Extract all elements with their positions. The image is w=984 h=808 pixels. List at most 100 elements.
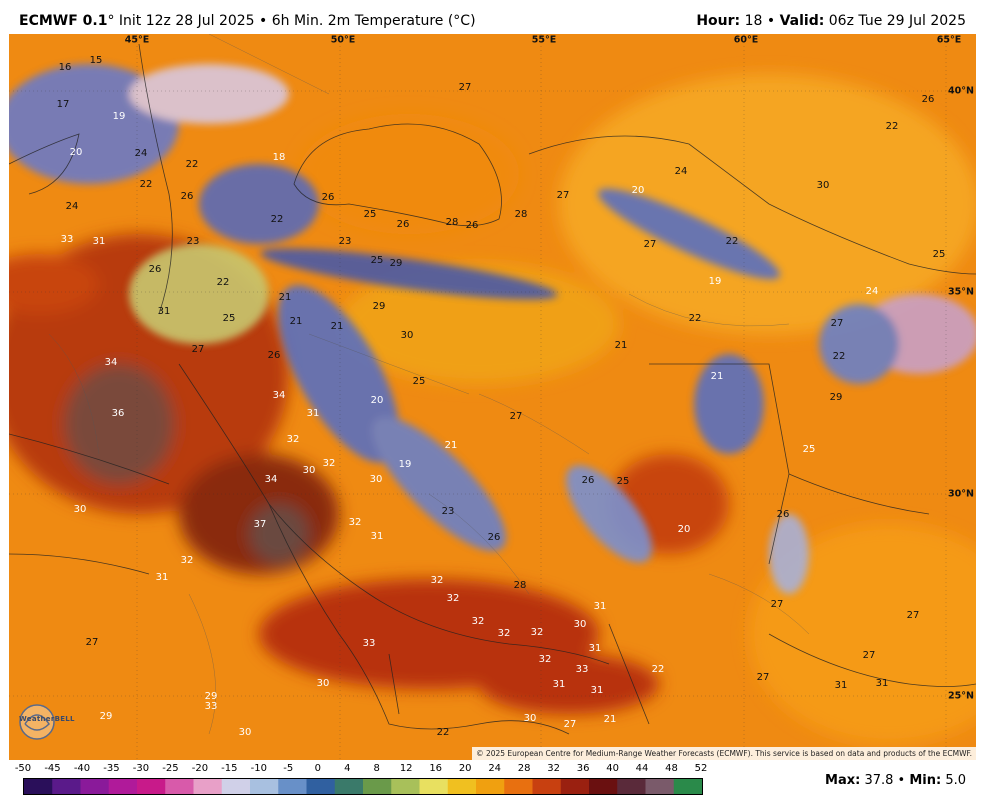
temp-label: 26: [581, 475, 595, 486]
min-label: Min:: [909, 773, 942, 788]
colorbar-segment: [334, 779, 364, 794]
lon-label-45e: 45°E: [124, 34, 150, 46]
colorbar-segment: [589, 779, 618, 794]
temp-label: 30: [238, 727, 252, 738]
temp-label: 21: [710, 371, 724, 382]
colorbar-segment: [250, 779, 279, 794]
temp-label: 32: [180, 555, 194, 566]
temp-label: 21: [278, 292, 292, 303]
temp-label: 34: [104, 357, 118, 368]
colorbar-tick-label: 40: [606, 763, 619, 774]
colorbar-tick-label: 20: [458, 763, 472, 774]
colorbar-segment: [391, 779, 420, 794]
model-name: ECMWF 0.1: [19, 13, 108, 29]
valid-time: Hour: 18 • Valid: 06z Tue 29 Jul 2025: [696, 13, 966, 29]
temp-label: 37: [253, 519, 267, 530]
map-canvas: [9, 34, 976, 760]
temp-label: 31: [155, 572, 169, 583]
lon-label-50e: 50°E: [330, 34, 356, 46]
colorbar-segment: [24, 779, 53, 794]
colorbar-tick-label: 52: [694, 763, 708, 774]
colorbar-segment: [645, 779, 675, 794]
lat-label-40n: 40°N: [948, 85, 974, 97]
temp-label: 33: [204, 701, 218, 712]
init-description: Init 12z 28 Jul 2025 • 6h Min. 2m Temper…: [114, 13, 476, 29]
temp-label: 30: [316, 678, 330, 689]
temp-label: 27: [85, 637, 99, 648]
temp-label: 24: [65, 201, 79, 212]
temp-label: 26: [465, 220, 479, 231]
header: ECMWF 0.1° Init 12z 28 Jul 2025 • 6h Min…: [0, 0, 984, 34]
colorbar-tick-label: -10: [250, 763, 267, 774]
temp-label: 26: [148, 264, 162, 275]
colorbar-segment: [193, 779, 223, 794]
colorbar-segment: [532, 779, 562, 794]
colorbar-segment: [221, 779, 251, 794]
temp-label: 32: [471, 616, 485, 627]
temp-label: 20: [370, 395, 384, 406]
temp-label: 19: [398, 459, 412, 470]
colorbar-tick-label: -20: [191, 763, 209, 774]
temp-label: 25: [222, 313, 236, 324]
temp-label: 21: [614, 340, 628, 351]
degree-sign: °: [107, 13, 115, 29]
temp-label: 31: [92, 236, 106, 247]
temp-label: 29: [372, 301, 386, 312]
colorbar-tick-label: -40: [73, 763, 91, 774]
temp-label: 16: [58, 62, 72, 73]
colorbar-tick-label: 48: [665, 763, 678, 774]
temp-label: 26: [267, 350, 281, 361]
temp-label: 32: [348, 517, 362, 528]
temp-label: 31: [590, 685, 604, 696]
temp-label: 31: [875, 678, 889, 689]
hour-value: 18 •: [740, 13, 780, 29]
temp-label: 30: [816, 180, 830, 191]
colorbar-segment: [80, 779, 110, 794]
max-value: 37.8 •: [860, 773, 910, 788]
temp-label: 22: [832, 351, 846, 362]
temp-label: 17: [56, 99, 70, 110]
colorbar-segment: [617, 779, 646, 794]
temp-label: 29: [99, 711, 113, 722]
temp-label: 30: [369, 474, 383, 485]
max-min-readout: Max: 37.8 • Min: 5.0: [825, 773, 966, 788]
colorbar-segment: [165, 779, 194, 794]
colorbar-segment: [560, 779, 590, 794]
temp-label: 26: [776, 509, 790, 520]
temp-label: 29: [389, 258, 403, 269]
lon-label-65e: 65°E: [936, 34, 962, 46]
temp-label: 31: [593, 601, 607, 612]
temp-label: 24: [865, 286, 879, 297]
temp-label: 25: [370, 255, 384, 266]
temp-label: 27: [556, 190, 570, 201]
temp-label: 22: [651, 664, 665, 675]
temp-label: 28: [513, 580, 527, 591]
temp-label: 22: [436, 727, 450, 738]
colorbar-tick-label: -30: [132, 763, 150, 774]
temp-label: 28: [514, 209, 528, 220]
temp-label: 31: [834, 680, 848, 691]
temp-label: 25: [802, 444, 816, 455]
temp-label: 28: [445, 217, 459, 228]
temp-label: 23: [338, 236, 352, 247]
temp-label: 32: [530, 627, 544, 638]
temp-label: 21: [444, 440, 458, 451]
colorbar-segment: [137, 779, 166, 794]
temp-label: 27: [509, 411, 523, 422]
colorbar-segment: [476, 779, 505, 794]
temp-label: 33: [60, 234, 74, 245]
colorbar-tick-label: 16: [429, 763, 443, 774]
temp-label: 20: [677, 524, 691, 535]
temp-label: 32: [538, 654, 552, 665]
temp-label: 27: [906, 610, 920, 621]
temp-label: 27: [756, 672, 770, 683]
valid-label: Valid:: [779, 13, 825, 29]
temp-label: 30: [73, 504, 87, 515]
colorbar-tick-label: 4: [344, 763, 351, 774]
temp-label: 27: [770, 599, 784, 610]
temp-label: 22: [688, 313, 702, 324]
temperature-map[interactable]: 45°E 50°E 55°E 60°E 65°E 40°N 35°N 30°N …: [9, 34, 976, 760]
temp-label: 15: [89, 55, 103, 66]
temp-label: 22: [270, 214, 284, 225]
temp-label: 22: [725, 236, 739, 247]
